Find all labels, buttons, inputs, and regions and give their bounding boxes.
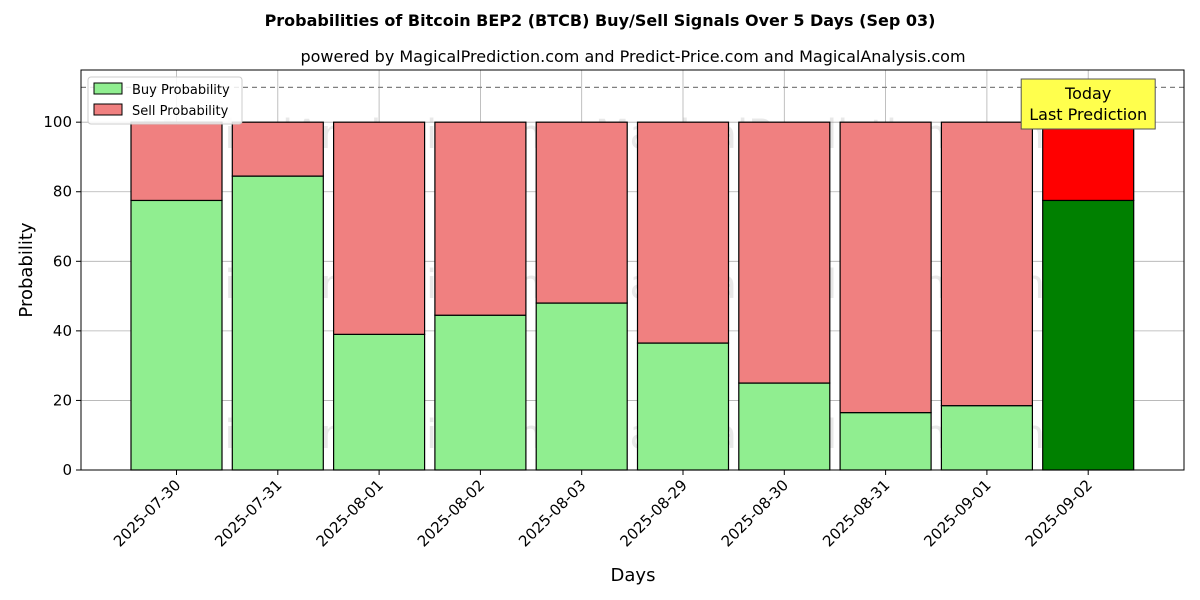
annotation-line-1: Today [1064,84,1111,103]
bar-sell-2025-08-02 [434,121,527,316]
bar-sell-2025-08-30 [738,121,831,384]
chart-title: Probabilities of Bitcoin BEP2 (BTCB) Buy… [265,11,936,30]
bar-buy-2025-08-02 [434,314,527,471]
bar-sell-2025-08-31 [839,121,932,414]
bar-sell-2025-08-01 [333,121,426,335]
y-tick-label: 0 [62,461,72,479]
bar-buy-2025-08-03 [535,302,628,471]
y-tick-label: 20 [53,391,72,409]
y-tick-label: 60 [53,252,72,270]
legend-swatch-sell [93,103,123,116]
legend-box [87,76,243,125]
today-annotation: Today Last Prediction [1020,78,1156,130]
chart-subtitle: powered by MagicalPrediction.com and Pre… [300,47,965,66]
y-axis: 0 20 40 60 80 100 [43,113,81,479]
bar-buy-2025-08-01 [333,333,426,471]
bar-sell-2025-08-29 [636,121,730,344]
y-tick-label: 80 [53,183,72,201]
bar-sell-2025-09-01 [940,121,1034,407]
annotation-box [1020,78,1156,130]
bar-buy-2025-07-31 [231,175,324,471]
bar-buy-2025-08-31 [839,412,932,471]
bar-sell-2025-08-03 [535,121,628,304]
y-tick-label: 40 [53,322,72,340]
bar-buy-2025-09-01 [940,405,1034,471]
annotation-line-2: Last Prediction [1029,105,1147,124]
legend: Buy Probability Sell Probability [87,76,243,125]
legend-label-buy: Buy Probability [132,83,230,98]
bar-buy-2025-08-29 [636,342,730,471]
bar-buy-2025-07-30 [130,199,223,471]
bar-sell-2025-09-02 [1042,121,1135,202]
bar-buy-2025-09-02 [1042,199,1135,471]
bars [130,121,1135,471]
bar-sell-2025-07-31 [231,121,324,177]
bar-sell-2025-07-30 [130,121,223,202]
y-axis-label: Probability [16,222,37,317]
legend-label-sell: Sell Probability [132,104,229,119]
y-tick-label: 100 [43,113,72,131]
bar-buy-2025-08-30 [738,382,831,471]
x-axis-label: Days [611,565,656,586]
legend-swatch-buy [93,82,123,95]
plot-frame [80,69,1185,471]
